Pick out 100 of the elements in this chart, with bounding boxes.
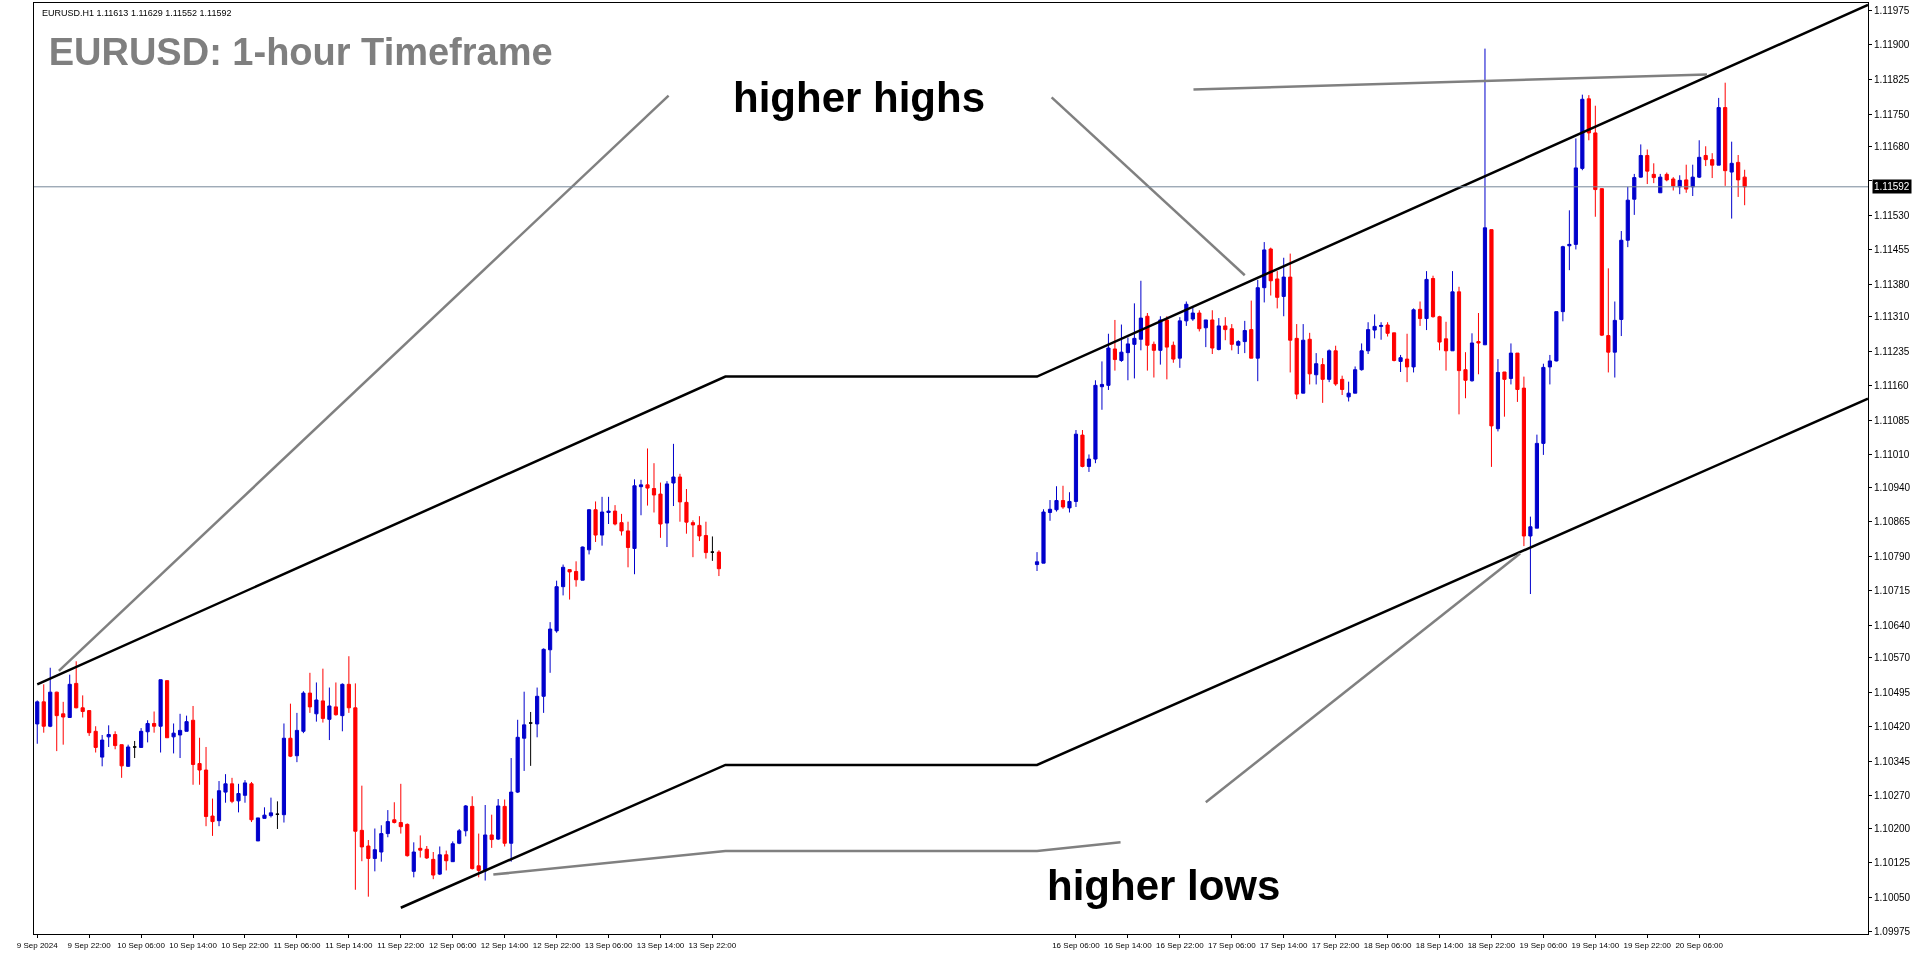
- candlestick: [1671, 176, 1676, 191]
- candlestick: [1463, 351, 1468, 399]
- candlestick: [1119, 324, 1124, 363]
- candlestick: [489, 814, 494, 849]
- candlestick: [54, 691, 59, 752]
- x-tick-label: 12 Sep 06:00: [428, 940, 478, 950]
- ref-line-label: 1.11592: [1874, 181, 1910, 192]
- candlestick: [567, 569, 572, 601]
- candlestick: [1534, 434, 1539, 529]
- candlestick: [35, 699, 40, 745]
- x-tick-label: 12 Sep 14:00: [480, 940, 530, 950]
- candlestick: [1560, 245, 1565, 322]
- candlestick: [1482, 48, 1488, 346]
- candlestick: [1216, 317, 1221, 351]
- candlestick: [236, 783, 241, 813]
- x-tick-label: 16 Sep 22:00: [1156, 940, 1205, 950]
- candlestick: [457, 828, 462, 845]
- candlestick: [1398, 354, 1403, 373]
- candlestick: [1320, 357, 1325, 404]
- x-tick-label: 11 Sep 22:00: [377, 940, 425, 950]
- candlestick: [703, 521, 709, 560]
- candlestick: [333, 681, 338, 717]
- candlestick: [1112, 319, 1118, 372]
- candlestick: [275, 800, 280, 830]
- candlestick: [100, 734, 105, 767]
- candlestick: [1742, 169, 1747, 206]
- candlestick: [1242, 320, 1247, 354]
- candlestick: [1469, 332, 1475, 383]
- y-tick-label: 1.09975: [1874, 926, 1911, 938]
- candlestick: [463, 804, 468, 837]
- y-tick-label: 1.10200: [1874, 822, 1911, 834]
- candlestick: [1073, 429, 1079, 508]
- x-tick-label: 17 Sep 22:00: [1311, 940, 1360, 950]
- x-tick-label: 17 Sep 14:00: [1259, 940, 1309, 950]
- candlestick: [470, 795, 475, 871]
- candlestick: [1437, 315, 1442, 351]
- x-tick-label: 19 Sep 14:00: [1571, 940, 1620, 950]
- candlestick: [431, 851, 436, 880]
- candlestick: [294, 712, 300, 763]
- candlestick: [1307, 332, 1312, 385]
- candlestick: [541, 647, 546, 714]
- candlestick: [1456, 286, 1462, 415]
- text: EURUSD: 1-hour Timeframe: [48, 31, 553, 74]
- candlestick: [262, 806, 267, 819]
- candlestick: [1547, 354, 1552, 385]
- candlestick: [1106, 333, 1111, 391]
- candlestick: [1223, 316, 1228, 341]
- candlestick: [398, 783, 403, 835]
- candlestick: [405, 822, 410, 858]
- y-tick-label: 1.11235: [1874, 345, 1910, 357]
- candlestick: [1554, 311, 1559, 362]
- candlestick: [1353, 365, 1358, 394]
- x-tick-label: 13 Sep 06:00: [584, 940, 633, 950]
- candlestick: [1489, 229, 1494, 468]
- candlestick: [184, 715, 189, 732]
- candlestick: [1249, 300, 1254, 359]
- candlestick: [645, 447, 650, 507]
- x-tick-label: 20 Sep 06:00: [1675, 940, 1724, 950]
- candlestick: [229, 777, 235, 804]
- x-tick-label: 18 Sep 06:00: [1363, 940, 1412, 950]
- candlestick: [1086, 453, 1092, 473]
- candlestick: [444, 850, 449, 871]
- candlestick: [1664, 172, 1669, 182]
- x-tick-label: 10 Sep 06:00: [117, 940, 166, 950]
- candlestick: [1151, 341, 1156, 379]
- candlestick: [1340, 375, 1345, 396]
- candlestick: [1171, 341, 1176, 364]
- candlestick: [671, 443, 676, 507]
- candlestick: [1638, 143, 1643, 179]
- candlestick: [1710, 152, 1715, 179]
- candlestick: [1060, 485, 1066, 510]
- candlestick: [1424, 270, 1429, 331]
- candlestick: [1567, 209, 1572, 271]
- candlestick: [1521, 376, 1527, 547]
- candlestick: [1586, 94, 1591, 141]
- candlestick: [1333, 345, 1338, 387]
- candlestick: [171, 722, 176, 754]
- candlestick: [1658, 173, 1663, 194]
- candlestick: [340, 682, 345, 732]
- candlestick: [41, 683, 46, 734]
- y-tick-label: 1.11160: [1874, 380, 1910, 392]
- y-tick-label: 1.10715: [1874, 585, 1911, 597]
- candlestick: [1502, 371, 1507, 418]
- y-tick-label: 1.11750: [1874, 108, 1910, 120]
- candlestick: [1314, 352, 1319, 385]
- candlestick: [1541, 363, 1546, 456]
- x-tick-label: 18 Sep 14:00: [1415, 940, 1464, 950]
- candlestick: [1054, 485, 1059, 513]
- candlestick: [528, 711, 533, 767]
- candlestick: [1158, 315, 1163, 366]
- candlestick: [61, 701, 66, 746]
- candlestick: [638, 479, 644, 516]
- x-tick-label: 16 Sep 06:00: [1052, 940, 1101, 950]
- candlestick: [1346, 381, 1351, 402]
- x-tick-label: 19 Sep 22:00: [1623, 940, 1672, 950]
- candlestick: [1080, 429, 1085, 468]
- candlestick: [255, 817, 261, 842]
- candlestick: [314, 681, 319, 723]
- candlestick: [710, 535, 715, 562]
- candlestick: [288, 703, 293, 758]
